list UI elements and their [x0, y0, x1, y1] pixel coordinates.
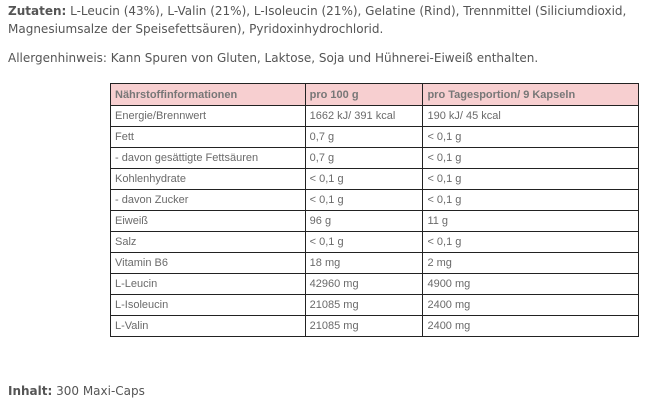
value-per-serving: < 0,1 g	[422, 189, 639, 211]
nutrient-name: Salz	[110, 231, 306, 253]
nutrient-name: L-Isoleucin	[110, 294, 306, 316]
value-per-serving: < 0,1 g	[422, 168, 639, 190]
value-per-100g: < 0,1 g	[304, 168, 424, 190]
contents-label: Inhalt:	[8, 384, 53, 398]
nutrition-table: Nährstoffinformationen pro 100 g pro Tag…	[110, 83, 639, 337]
nutrient-name: Energie/Brennwert	[110, 105, 306, 127]
value-per-100g: 0,7 g	[304, 147, 424, 169]
nutrient-name: Fett	[110, 126, 306, 148]
table-row: L-Leucin 42960 mg 4900 mg	[110, 273, 639, 295]
value-per-serving: 2 mg	[422, 252, 639, 274]
contents-text: 300 Maxi-Caps	[52, 384, 145, 398]
table-row: Fett 0,7 g < 0,1 g	[110, 126, 639, 148]
nutrient-name: L-Valin	[110, 315, 306, 337]
table-row: Energie/Brennwert 1662 kJ/ 391 kcal 190 …	[110, 105, 639, 127]
header-nutrient: Nährstoffinformationen	[110, 83, 306, 106]
value-per-serving: < 0,1 g	[422, 231, 639, 253]
header-per-100g: pro 100 g	[304, 83, 424, 106]
value-per-100g: 21085 mg	[304, 294, 424, 316]
value-per-100g: < 0,1 g	[304, 231, 424, 253]
value-per-serving: 11 g	[422, 210, 639, 232]
value-per-serving: < 0,1 g	[422, 126, 639, 148]
header-per-daily-serving: pro Tagesportion/ 9 Kapseln	[422, 83, 639, 106]
table-header-row: Nährstoffinformationen pro 100 g pro Tag…	[110, 83, 639, 106]
ingredients-label: Zutaten:	[8, 4, 67, 18]
nutrient-name: - davon gesättigte Fettsäuren	[110, 147, 306, 169]
table-row: L-Valin 21085 mg 2400 mg	[110, 315, 639, 337]
value-per-100g: 21085 mg	[304, 315, 424, 337]
nutrient-name: Vitamin B6	[110, 252, 306, 274]
value-per-100g: 42960 mg	[304, 273, 424, 295]
table-row: - davon Zucker < 0,1 g < 0,1 g	[110, 189, 639, 211]
contents-paragraph: Inhalt: 300 Maxi-Caps	[8, 382, 145, 400]
nutrient-name: - davon Zucker	[110, 189, 306, 211]
value-per-serving: 190 kJ/ 45 kcal	[422, 105, 639, 127]
nutrient-name: Kohlenhydrate	[110, 168, 306, 190]
table-row: Eiweiß 96 g 11 g	[110, 210, 639, 232]
value-per-100g: < 0,1 g	[304, 189, 424, 211]
table-row: Vitamin B6 18 mg 2 mg	[110, 252, 639, 274]
ingredients-paragraph: Zutaten: L-Leucin (43%), L-Valin (21%), …	[8, 2, 648, 38]
ingredients-text: L-Leucin (43%), L-Valin (21%), L-Isoleuc…	[8, 4, 627, 36]
value-per-serving: < 0,1 g	[422, 147, 639, 169]
value-per-100g: 18 mg	[304, 252, 424, 274]
table-row: Kohlenhydrate < 0,1 g < 0,1 g	[110, 168, 639, 190]
value-per-serving: 4900 mg	[422, 273, 639, 295]
table-row: L-Isoleucin 21085 mg 2400 mg	[110, 294, 639, 316]
table-row: - davon gesättigte Fettsäuren 0,7 g < 0,…	[110, 147, 639, 169]
value-per-100g: 96 g	[304, 210, 424, 232]
allergen-notice: Allergenhinweis: Kann Spuren von Gluten,…	[8, 51, 539, 65]
value-per-serving: 2400 mg	[422, 294, 639, 316]
nutrient-name: L-Leucin	[110, 273, 306, 295]
value-per-serving: 2400 mg	[422, 315, 639, 337]
value-per-100g: 1662 kJ/ 391 kcal	[304, 105, 424, 127]
nutrient-name: Eiweiß	[110, 210, 306, 232]
table-row: Salz < 0,1 g < 0,1 g	[110, 231, 639, 253]
value-per-100g: 0,7 g	[304, 126, 424, 148]
